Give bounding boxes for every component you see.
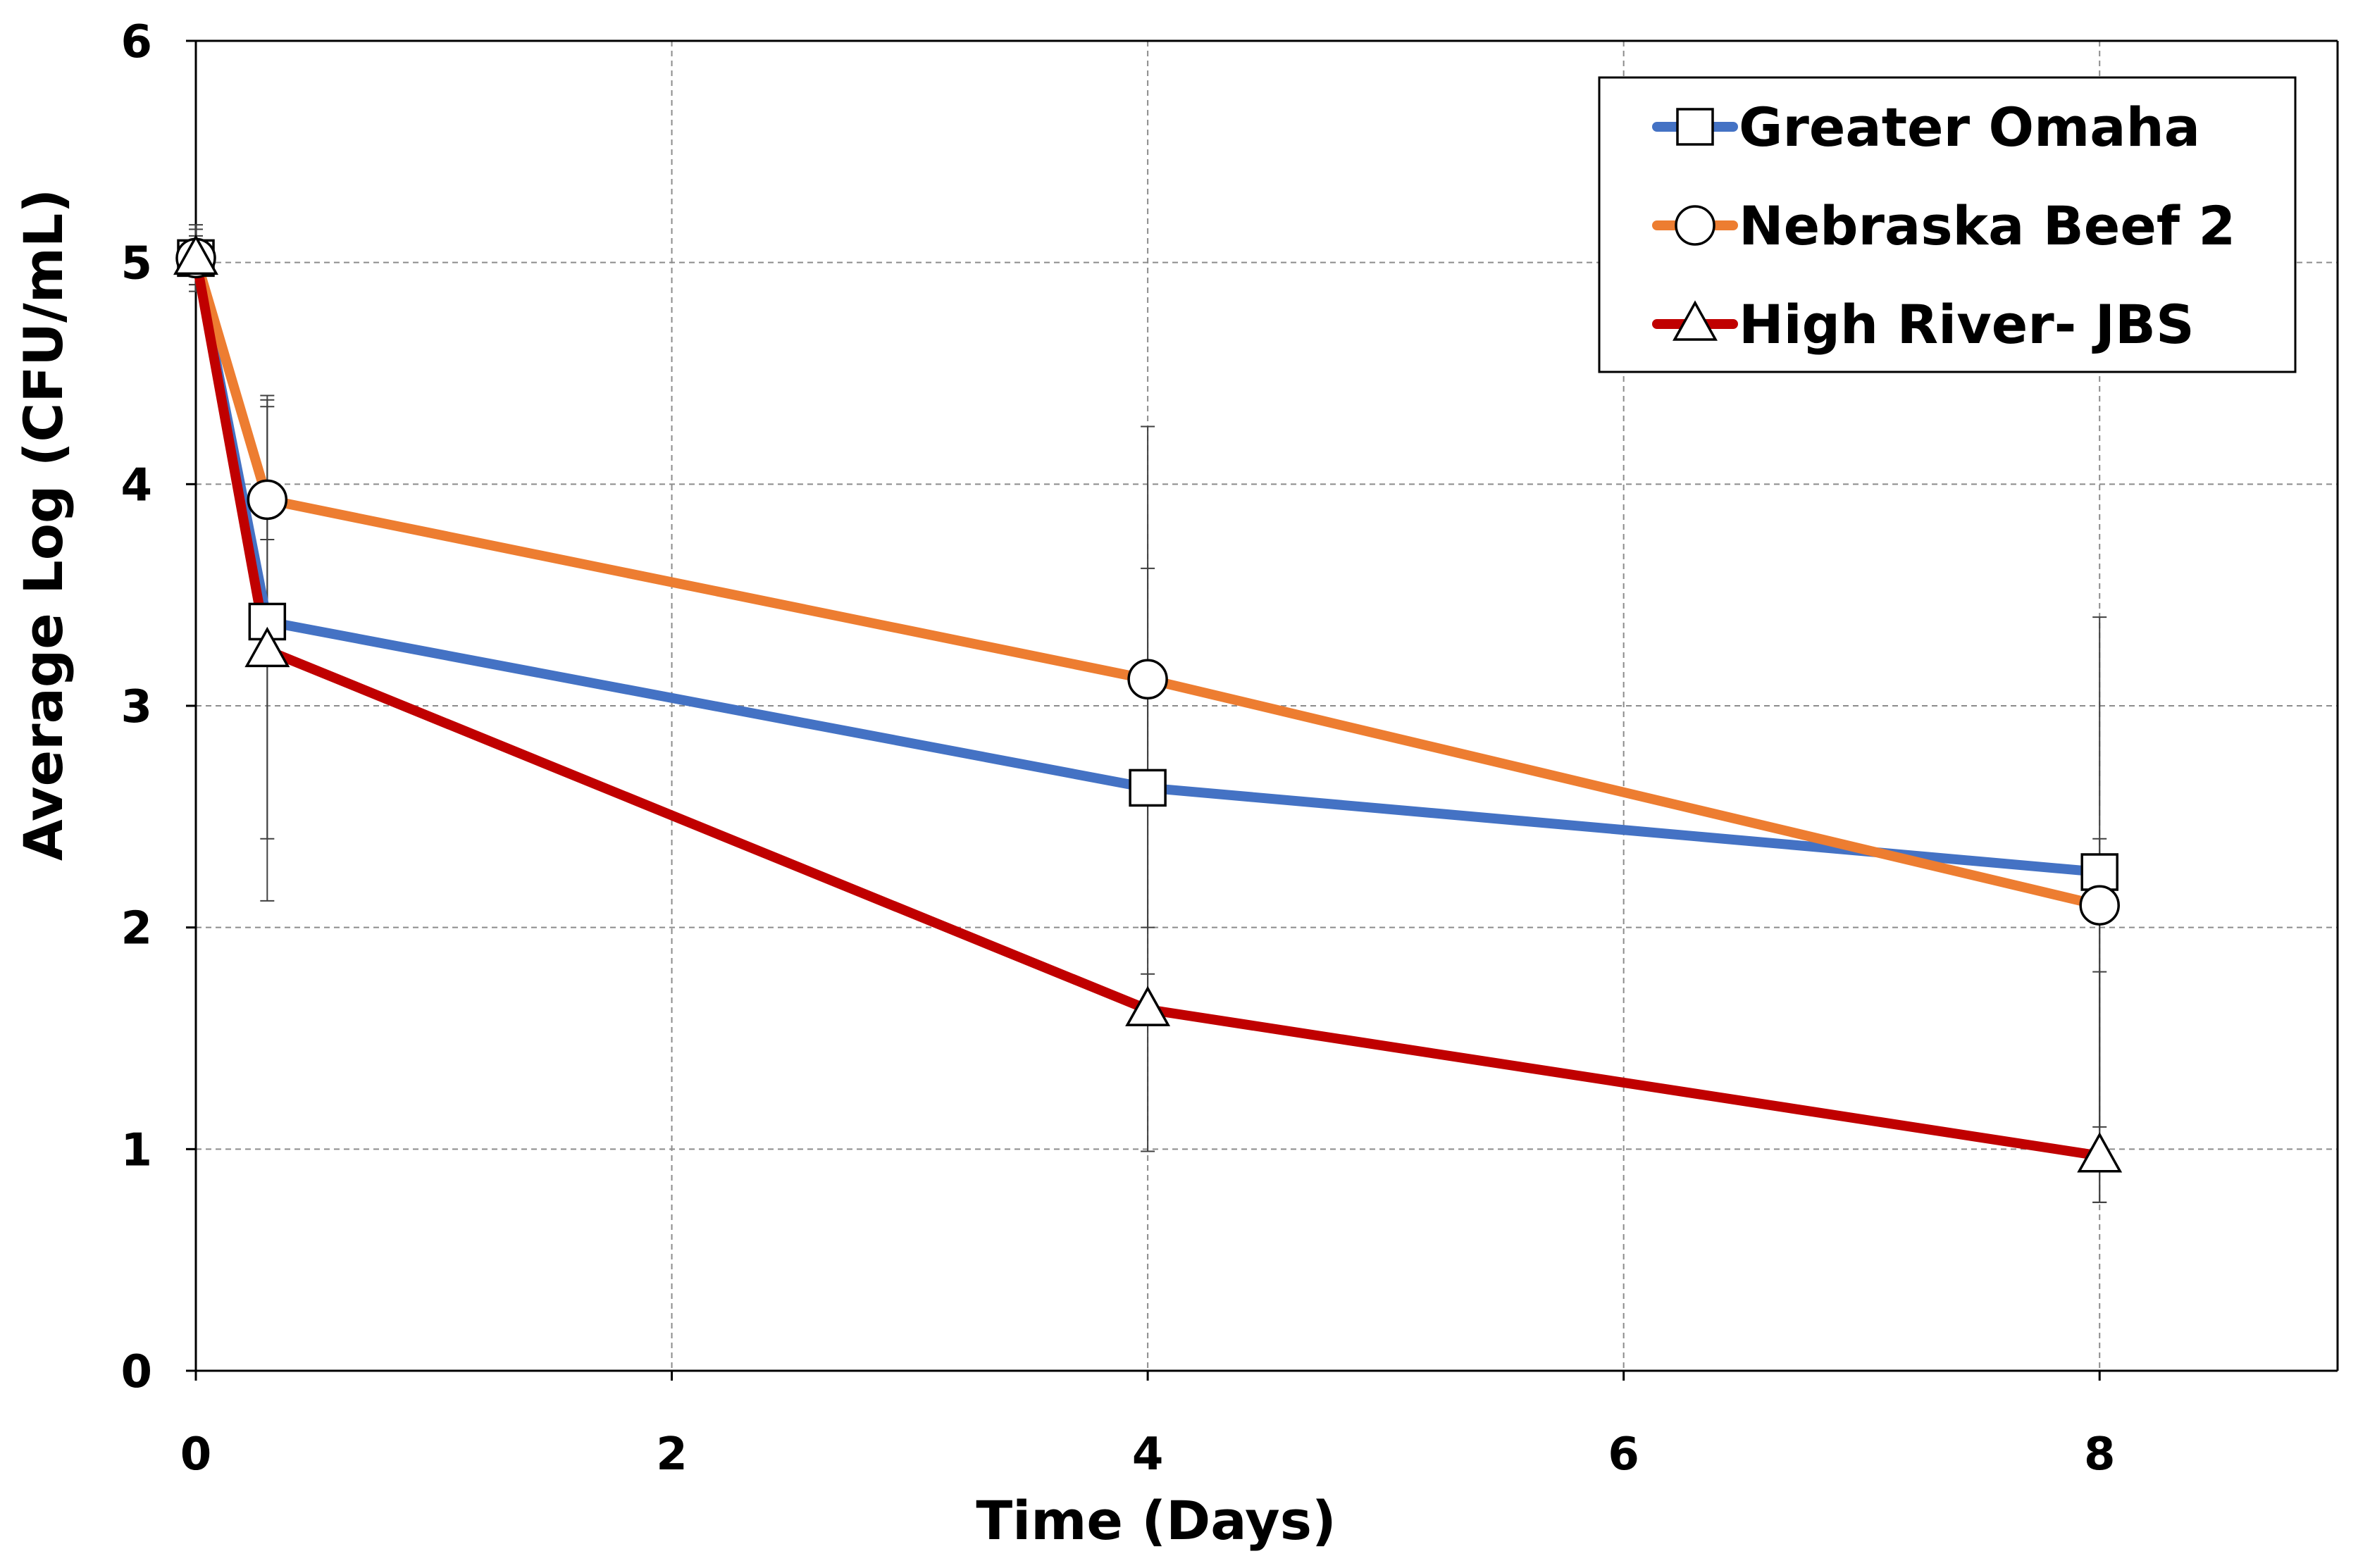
data-point-nebraska-beef-2	[2079, 885, 2120, 926]
data-point-greater-omaha	[2080, 853, 2118, 891]
legend-marker-greater-omaha	[1676, 108, 1714, 146]
y-tick-label: 6	[120, 16, 152, 68]
y-tick-label: 3	[120, 681, 152, 733]
x-axis-title: Time (Days)	[976, 1489, 1336, 1552]
y-tick-label: 5	[120, 238, 152, 290]
series-markers	[173, 234, 2123, 1173]
y-tick-label: 2	[120, 903, 152, 955]
x-tick-label: 2	[656, 1429, 688, 1481]
data-point-nebraska-beef-2	[247, 479, 288, 521]
legend-label-nebraska-beef-2: Nebraska Beef 2	[1739, 194, 2235, 257]
tick-labels: 0 1 2 3 4 5 6 0 2 4 6 8	[120, 16, 2115, 1481]
data-point-high-river-jbs	[173, 234, 218, 275]
legend-marker-high-river-jbs	[1673, 300, 1718, 341]
data-point-high-river-jbs	[2077, 1132, 2123, 1173]
legend-label-greater-omaha: Greater Omaha	[1739, 96, 2200, 158]
data-point-high-river-jbs	[244, 626, 290, 668]
x-tick-label: 0	[180, 1429, 212, 1481]
data-point-high-river-jbs	[1125, 985, 1171, 1026]
data-point-nebraska-beef-2	[1127, 659, 1168, 699]
x-tick-label: 8	[2084, 1429, 2116, 1481]
y-tick-label: 1	[120, 1124, 152, 1176]
series-line-high-river-jbs	[191, 253, 2105, 1161]
x-tick-label: 4	[1132, 1429, 1164, 1481]
y-tick-label: 4	[120, 459, 152, 511]
series-line-nebraska-beef-2	[191, 253, 2105, 911]
legend: Greater Omaha Nebraska Beef 2 High River- …	[1598, 76, 2297, 373]
data-point-greater-omaha	[1129, 769, 1167, 807]
y-tick-label: 0	[120, 1346, 152, 1398]
series-lines	[191, 253, 2105, 1161]
x-tick-label: 6	[1608, 1429, 1639, 1481]
legend-label-high-river-jbs: High River- JBS	[1739, 293, 2195, 356]
y-axis-title: Average Log (CFU/mL)	[12, 189, 75, 861]
legend-marker-nebraska-beef-2	[1675, 205, 1715, 246]
